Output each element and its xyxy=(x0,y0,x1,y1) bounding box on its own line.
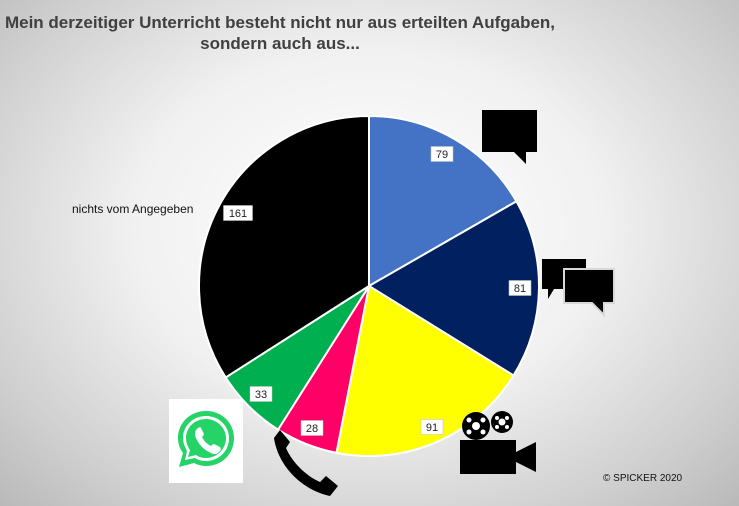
chart-title-line-2: sondern auch aus... xyxy=(200,34,360,53)
speech-bubble-icon xyxy=(482,110,537,164)
pie-slice-0 xyxy=(368,114,518,288)
phone-icon xyxy=(274,430,338,496)
slice-value-label-0: 79 xyxy=(430,146,454,162)
chart-title-line-1: Mein derzeitiger Unterricht besteht nich… xyxy=(4,13,556,32)
pie-slice-1 xyxy=(367,199,540,377)
slice-value-label-4: 33 xyxy=(249,386,273,402)
slice-value-label-5: 161 xyxy=(223,205,253,221)
slice-label-nichts: nichts vom Angegeben xyxy=(72,202,194,216)
slice-value-label-2: 91 xyxy=(420,419,444,435)
svg-text:79: 79 xyxy=(436,149,448,161)
whatsapp-icon xyxy=(169,399,243,483)
pie-slice-2 xyxy=(335,284,515,457)
pie-slice-5 xyxy=(197,114,370,379)
svg-text:91: 91 xyxy=(426,422,438,434)
chat-bubbles-icon xyxy=(542,259,615,317)
svg-text:28: 28 xyxy=(306,423,318,435)
svg-text:33: 33 xyxy=(255,389,267,401)
copyright-text: © SPICKER 2020 xyxy=(603,473,683,484)
slice-value-label-1: 81 xyxy=(508,280,532,296)
video-camera-icon xyxy=(460,411,536,474)
chart-title: Mein derzeitiger Unterricht besteht nich… xyxy=(0,12,560,54)
svg-text:81: 81 xyxy=(514,283,526,295)
svg-text:161: 161 xyxy=(229,208,247,220)
slice-value-label-3: 28 xyxy=(300,420,324,436)
